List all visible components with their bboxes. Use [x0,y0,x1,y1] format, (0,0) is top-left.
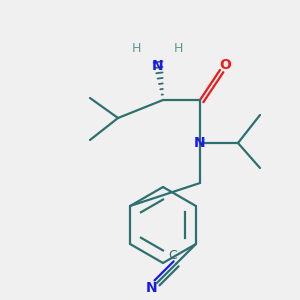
Text: H: H [173,41,183,55]
Text: N: N [152,59,164,73]
Text: N: N [146,281,158,295]
Text: C: C [169,249,178,262]
Text: N: N [194,136,206,150]
Text: O: O [219,58,231,72]
Text: H: H [131,41,141,55]
